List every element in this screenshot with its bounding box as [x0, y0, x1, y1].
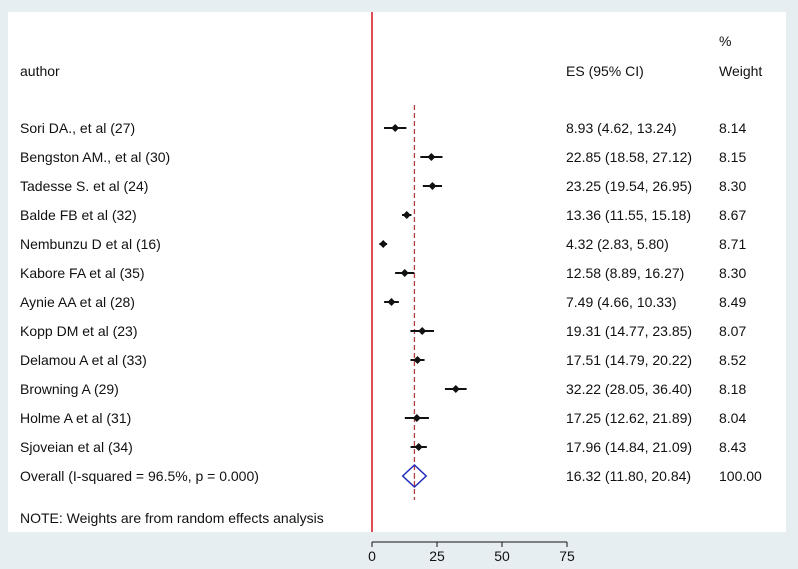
author-header: author [20, 63, 60, 79]
study-es: 4.32 (2.83, 5.80) [566, 236, 669, 252]
study-label: Browning A (29) [20, 381, 119, 397]
x-tick-label: 25 [429, 548, 445, 564]
overall-weight: 100.00 [719, 468, 762, 484]
study-label: Kabore FA et al (35) [20, 265, 145, 281]
study-es: 8.93 (4.62, 13.24) [566, 120, 677, 136]
study-weight: 8.43 [719, 439, 746, 455]
study-es: 22.85 (18.58, 27.12) [566, 149, 692, 165]
study-es: 17.96 (14.84, 21.09) [566, 439, 692, 455]
weight-header-top: % [719, 33, 731, 49]
study-label: Nembunzu D et al (16) [20, 236, 161, 252]
es-header: ES (95% CI) [566, 63, 644, 79]
overall-diamond [401, 463, 428, 489]
study-weight: 8.30 [719, 178, 746, 194]
overall-es: 16.32 (11.80, 20.84) [566, 468, 691, 484]
study-point [391, 124, 400, 132]
study-weight: 8.52 [719, 352, 746, 368]
study-point [427, 153, 436, 161]
study-es: 17.51 (14.79, 20.22) [566, 352, 692, 368]
study-point [400, 269, 409, 277]
x-tick-label: 50 [494, 548, 510, 564]
study-es: 13.36 (11.55, 15.18) [566, 207, 691, 223]
study-weight: 8.18 [719, 381, 746, 397]
study-es: 17.25 (12.62, 21.89) [566, 410, 692, 426]
study-label: Delamou A et al (33) [20, 352, 147, 368]
study-label: Tadesse S. et al (24) [20, 178, 148, 194]
study-es: 32.22 (28.05, 36.40) [566, 381, 692, 397]
study-point [402, 211, 411, 219]
study-weight: 8.49 [719, 294, 746, 310]
study-weight: 8.30 [719, 265, 746, 281]
study-weight: 8.04 [719, 410, 746, 426]
study-es: 23.25 (19.54, 26.95) [566, 178, 692, 194]
study-point [451, 385, 460, 393]
x-axis: 0 25 50 75 [368, 541, 575, 564]
study-point [428, 182, 437, 190]
study-weight: 8.14 [719, 120, 746, 136]
study-es: 19.31 (14.77, 23.85) [566, 323, 692, 339]
study-label: Balde FB et al (32) [20, 207, 137, 223]
study-weight: 8.67 [719, 207, 746, 223]
note-text: NOTE: Weights are from random effects an… [20, 510, 324, 526]
study-es: 7.49 (4.66, 10.33) [566, 294, 677, 310]
study-weight: 8.71 [719, 236, 746, 252]
study-point [387, 298, 396, 306]
study-point [379, 240, 388, 248]
study-weight: 8.07 [719, 323, 746, 339]
study-point [412, 414, 421, 422]
study-label: Bengston AM., et al (30) [20, 149, 170, 165]
plot-marks [371, 12, 467, 532]
study-label: Sori DA., et al (27) [20, 120, 135, 136]
x-tick-label: 75 [559, 548, 575, 564]
study-label: Aynie AA et al (28) [20, 294, 135, 310]
overall-label: Overall (I-squared = 96.5%, p = 0.000) [20, 468, 259, 484]
study-weight: 8.15 [719, 149, 746, 165]
study-point [414, 443, 423, 451]
study-point [418, 327, 427, 335]
study-es: 12.58 (8.89, 16.27) [566, 265, 684, 281]
study-label: Holme A et al (31) [20, 410, 131, 426]
study-rows: Sori DA., et al (27) 8.93 (4.62, 13.24) 8.… [20, 120, 746, 455]
weight-header: Weight [719, 63, 762, 79]
x-tick-label: 0 [368, 548, 376, 564]
study-point [413, 356, 422, 364]
study-label: Kopp DM et al (23) [20, 323, 138, 339]
study-label: Sjoveian et al (34) [20, 439, 133, 455]
